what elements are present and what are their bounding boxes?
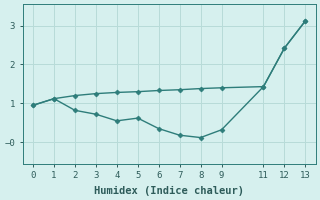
X-axis label: Humidex (Indice chaleur): Humidex (Indice chaleur)	[94, 186, 244, 196]
